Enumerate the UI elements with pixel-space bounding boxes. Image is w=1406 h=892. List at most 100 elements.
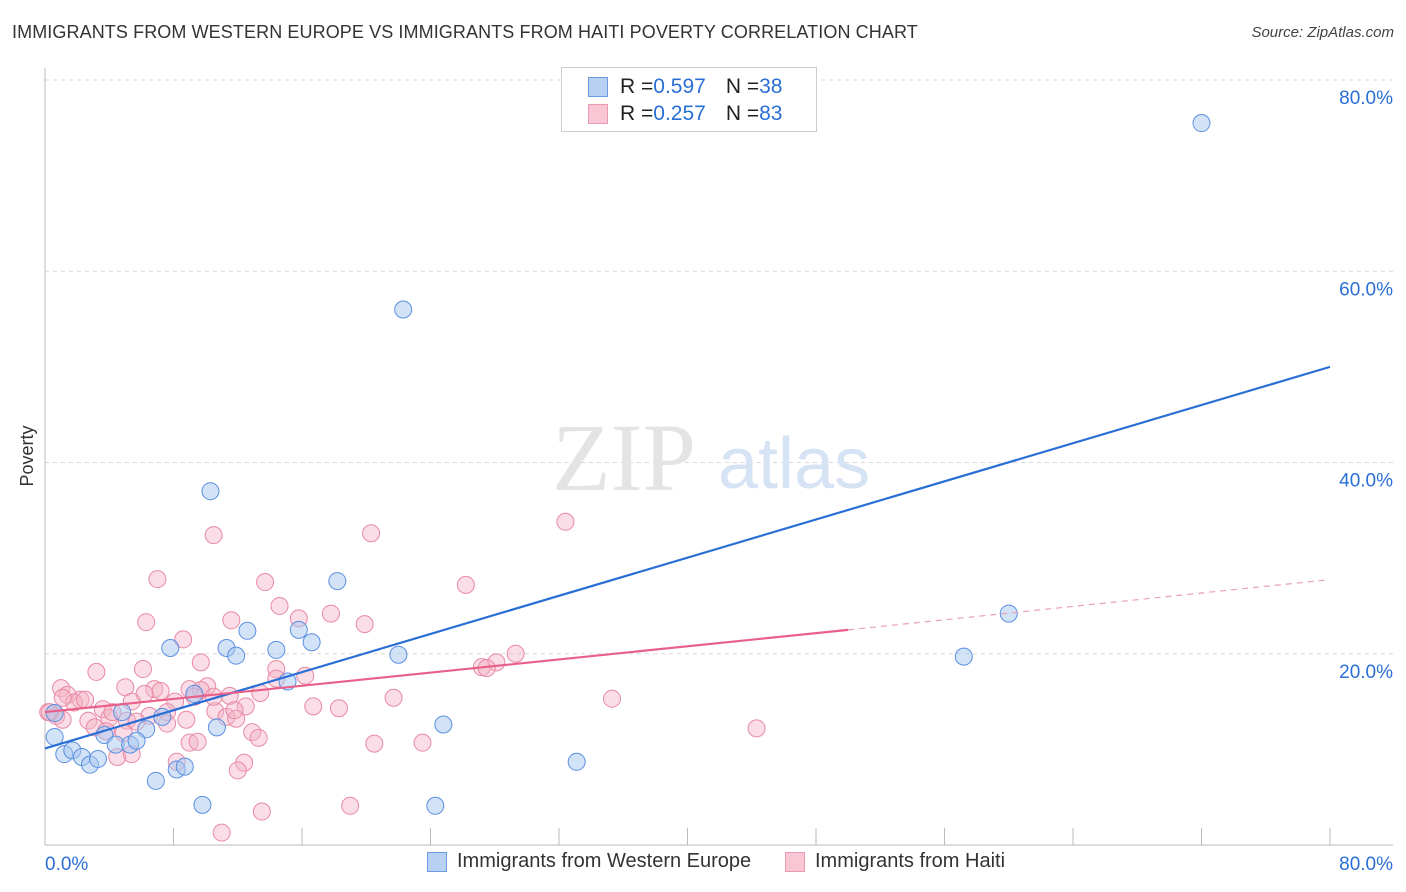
watermark-zip: ZIP bbox=[552, 404, 696, 511]
y-tick-label: 60.0% bbox=[1339, 279, 1393, 300]
legend: R = 0.597 N = 38 R = 0.257 N = 83 bbox=[561, 67, 817, 132]
x-tick-min: 0.0% bbox=[45, 854, 88, 875]
haiti-point bbox=[79, 711, 98, 730]
haiti-point bbox=[456, 575, 475, 594]
western-europe-point bbox=[1192, 114, 1211, 133]
y-tick-label: 80.0% bbox=[1339, 88, 1393, 109]
legend-r-value: 0.257 bbox=[653, 102, 706, 125]
haiti-point bbox=[341, 796, 360, 815]
western-europe-point bbox=[434, 715, 453, 734]
haiti-point bbox=[174, 630, 193, 649]
western-europe-point bbox=[207, 718, 226, 737]
haiti-point bbox=[384, 688, 403, 707]
western-europe-point bbox=[113, 703, 132, 722]
western-europe-point bbox=[45, 704, 64, 723]
haiti-point bbox=[145, 680, 164, 699]
haiti-point bbox=[355, 615, 374, 634]
legend-r-label: R = bbox=[620, 75, 654, 98]
western-europe-point bbox=[185, 684, 204, 703]
haiti-point bbox=[321, 604, 340, 623]
y-tick-label: 40.0% bbox=[1339, 471, 1393, 492]
legend-label: Immigrants from Haiti bbox=[815, 850, 1006, 872]
western-europe-point bbox=[302, 633, 321, 652]
western-europe-point bbox=[127, 731, 146, 750]
haiti-point bbox=[137, 613, 156, 632]
legend-label: Immigrants from Western Europe bbox=[457, 850, 752, 872]
legend-swatch-pink bbox=[785, 851, 805, 872]
haiti-point bbox=[304, 697, 323, 716]
western-europe-point bbox=[999, 604, 1018, 623]
legend-n-value: 83 bbox=[759, 102, 783, 125]
haiti-point bbox=[362, 524, 381, 543]
haiti-point bbox=[228, 761, 247, 780]
western-europe-point bbox=[394, 300, 413, 319]
haiti-point bbox=[191, 653, 210, 672]
western-europe-trendline bbox=[44, 365, 1331, 750]
haiti-point bbox=[556, 512, 575, 531]
legend-n-value: 38 bbox=[759, 75, 783, 98]
western-europe-point bbox=[289, 620, 308, 639]
haiti-point bbox=[267, 660, 286, 679]
western-europe-point bbox=[175, 757, 194, 776]
haiti-point bbox=[212, 823, 231, 842]
haiti-point bbox=[151, 682, 170, 701]
legend-n-label: N = bbox=[725, 75, 760, 98]
legend-row-haiti: R = 0.257 N = 83 bbox=[588, 101, 782, 127]
watermark-atlas: atlas bbox=[718, 424, 870, 504]
haiti-point bbox=[225, 701, 244, 720]
haiti-point bbox=[256, 573, 275, 592]
legend-r-label: R = bbox=[620, 102, 654, 125]
haiti-point bbox=[236, 697, 255, 716]
western-europe-point bbox=[267, 640, 286, 659]
legend-r-value: 0.597 bbox=[653, 75, 706, 98]
western-europe-point bbox=[146, 771, 165, 790]
western-europe-point bbox=[201, 482, 220, 501]
haiti-point bbox=[365, 734, 384, 753]
y-tick-label: 20.0% bbox=[1339, 662, 1393, 683]
haiti-point bbox=[249, 728, 268, 747]
western-europe-point bbox=[328, 572, 347, 591]
western-europe-point bbox=[137, 720, 156, 739]
haiti-point bbox=[52, 679, 71, 698]
haiti-point bbox=[64, 693, 83, 712]
western-europe-point bbox=[238, 621, 257, 640]
haiti-point bbox=[603, 689, 622, 708]
y-axis-label: Poverty bbox=[17, 425, 37, 486]
haiti-point bbox=[177, 710, 196, 729]
haiti-point bbox=[506, 644, 525, 663]
x-tick-max: 80.0% bbox=[1339, 854, 1393, 875]
haiti-point bbox=[188, 732, 207, 751]
haiti-point bbox=[148, 570, 167, 589]
haiti-point bbox=[133, 660, 152, 679]
haiti-point bbox=[204, 526, 223, 545]
bottom-legend-western-europe: Immigrants from Western Europe bbox=[427, 850, 751, 873]
western-europe-point bbox=[567, 752, 586, 771]
legend-swatch-blue bbox=[588, 77, 608, 97]
legend-swatch-pink bbox=[588, 104, 608, 124]
haiti-point bbox=[329, 699, 348, 718]
western-europe-point bbox=[89, 749, 108, 768]
haiti-point bbox=[747, 719, 766, 738]
western-europe-point bbox=[161, 639, 180, 658]
legend-n-label: N = bbox=[725, 102, 760, 125]
bottom-legend-haiti: Immigrants from Haiti bbox=[785, 850, 1005, 873]
legend-row-western-europe: R = 0.597 N = 38 bbox=[588, 74, 782, 100]
western-europe-point bbox=[954, 647, 973, 666]
haiti-point bbox=[270, 596, 289, 615]
western-europe-point bbox=[193, 795, 212, 814]
haiti-trendline-extension bbox=[848, 579, 1326, 631]
haiti-point bbox=[222, 611, 241, 630]
western-europe-point bbox=[227, 646, 246, 665]
haiti-trendline bbox=[44, 628, 849, 714]
western-europe-point bbox=[389, 645, 408, 664]
haiti-point bbox=[76, 690, 95, 709]
haiti-point bbox=[87, 662, 106, 681]
haiti-point bbox=[252, 802, 271, 821]
haiti-point bbox=[413, 733, 432, 752]
haiti-point bbox=[53, 688, 72, 707]
haiti-point bbox=[235, 753, 254, 772]
source-label: Source: ZipAtlas.com bbox=[1251, 24, 1394, 41]
chart-title: IMMIGRANTS FROM WESTERN EUROPE VS IMMIGR… bbox=[12, 22, 918, 42]
western-europe-point bbox=[426, 796, 445, 815]
